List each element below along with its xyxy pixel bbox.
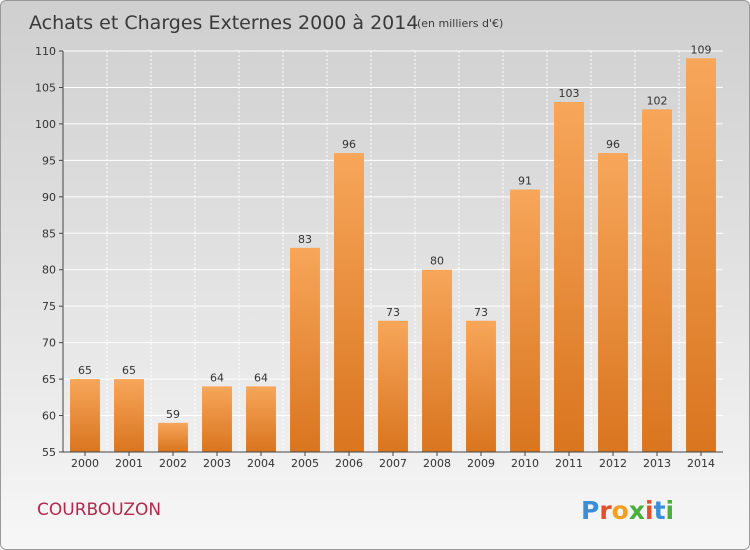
bar-value-label: 80	[430, 255, 444, 268]
bar-value-label: 109	[691, 43, 712, 56]
bar	[202, 386, 232, 452]
x-tick-label: 2009	[467, 457, 495, 470]
bar	[598, 153, 628, 452]
y-tick-label: 60	[42, 410, 56, 423]
commune-name: COURBOUZON	[37, 500, 161, 520]
logo-letter: t	[654, 496, 666, 525]
bar	[642, 109, 672, 452]
bar	[290, 247, 320, 452]
logo-letter: o	[612, 496, 629, 525]
x-tick-label: 2001	[115, 457, 143, 470]
y-tick-label: 100	[35, 118, 56, 131]
bar-value-label: 103	[559, 87, 580, 100]
chart-title: Achats et Charges Externes 2000 à 2014	[29, 12, 418, 34]
x-tick-label: 2007	[379, 457, 407, 470]
bar	[686, 58, 716, 453]
bar	[158, 422, 188, 452]
x-tick-label: 2010	[511, 457, 539, 470]
x-tick-label: 2012	[599, 457, 627, 470]
bar	[70, 379, 100, 452]
bar	[422, 269, 452, 452]
bar	[378, 320, 408, 452]
y-tick-label: 105	[35, 81, 56, 94]
bar-value-label: 65	[122, 364, 136, 377]
bar	[246, 386, 276, 452]
proxiti-logo: Proxiti	[581, 496, 674, 525]
bar	[466, 320, 496, 452]
y-tick-label: 90	[42, 191, 56, 204]
logo-letter: i	[645, 496, 654, 525]
x-tick-label: 2003	[203, 457, 231, 470]
x-tick-label: 2005	[291, 457, 319, 470]
y-tick-label: 70	[42, 337, 56, 350]
logo-letter: i	[666, 496, 675, 525]
y-tick-label: 110	[35, 45, 56, 58]
bar-value-label: 73	[474, 306, 488, 319]
bar-value-label: 64	[210, 371, 224, 384]
bar-value-label: 59	[166, 408, 180, 421]
y-tick-label: 75	[42, 300, 56, 313]
bar-value-label: 83	[298, 233, 312, 246]
y-tick-label: 55	[42, 446, 56, 459]
x-tick-label: 2000	[71, 457, 99, 470]
bar-value-label: 91	[518, 175, 532, 188]
grid-lines	[63, 50, 723, 452]
x-tick-label: 2014	[687, 457, 715, 470]
bar	[114, 379, 144, 452]
bar	[554, 102, 584, 452]
y-tick-label: 65	[42, 373, 56, 386]
bar-value-label: 64	[254, 371, 268, 384]
bar	[334, 153, 364, 452]
y-tick-label: 95	[42, 154, 56, 167]
bar-value-label: 65	[78, 364, 92, 377]
y-tick-label: 80	[42, 264, 56, 277]
x-tick-label: 2002	[159, 457, 187, 470]
x-tick-label: 2008	[423, 457, 451, 470]
bar-value-label: 96	[342, 138, 356, 151]
bar-value-label: 73	[386, 306, 400, 319]
x-tick-label: 2013	[643, 457, 671, 470]
axes: 55 60 65 70 75 80 85 90 95 100 105 110 2000 2001 2002 2…	[35, 45, 723, 470]
bar	[510, 189, 540, 452]
chart-subtitle: (en milliers d'€)	[417, 17, 503, 30]
x-tick-label: 2011	[555, 457, 583, 470]
y-tick-label: 85	[42, 227, 56, 240]
logo-letter: x	[629, 496, 645, 525]
bars: 65 65 59 64 64 83 96 73 80 73 91 103 96 102 109	[70, 43, 716, 453]
x-tick-label: 2004	[247, 457, 275, 470]
logo-letter: P	[581, 496, 599, 525]
x-tick-label: 2006	[335, 457, 363, 470]
logo-letter: r	[599, 496, 612, 525]
bar-value-label: 102	[647, 94, 668, 107]
bar-value-label: 96	[606, 138, 620, 151]
